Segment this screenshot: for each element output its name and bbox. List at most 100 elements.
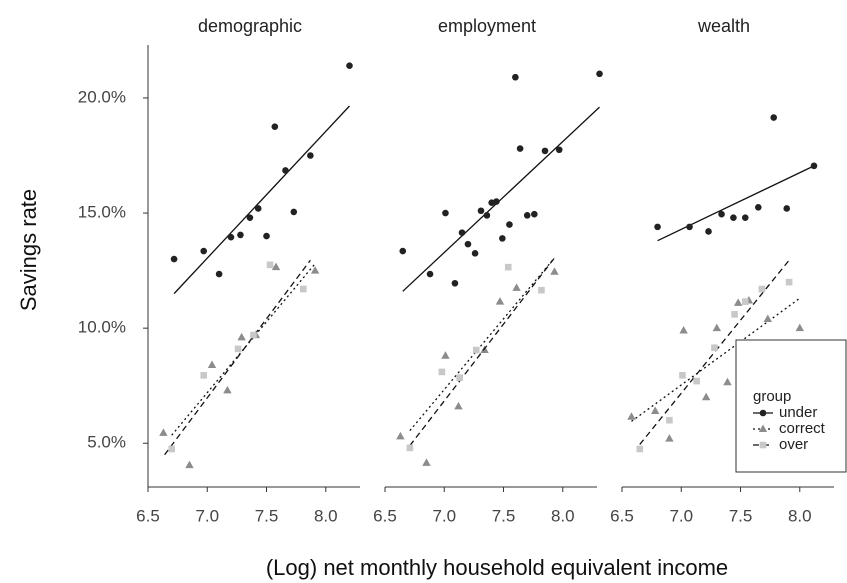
- point: [770, 114, 778, 121]
- x-tick-label: 8.0: [551, 506, 575, 525]
- x-tick-label: 7.5: [492, 506, 516, 525]
- point: [477, 207, 485, 215]
- point: [472, 346, 480, 354]
- point: [159, 428, 168, 436]
- y-tick-label: 10.0%: [78, 318, 126, 337]
- point: [627, 412, 636, 420]
- legend-label: correct: [779, 420, 826, 437]
- x-tick-label: 7.0: [195, 506, 219, 525]
- point: [723, 377, 732, 386]
- point: [456, 374, 463, 381]
- point: [483, 212, 491, 219]
- point: [679, 325, 688, 334]
- point: [665, 434, 674, 442]
- point: [785, 278, 793, 286]
- point: [679, 372, 686, 379]
- point: [758, 285, 766, 293]
- point: [730, 214, 737, 221]
- point: [810, 162, 818, 170]
- point: [346, 62, 353, 70]
- point: [263, 232, 270, 240]
- point: [207, 360, 217, 368]
- point: [237, 332, 246, 341]
- point: [650, 406, 660, 415]
- point: [223, 385, 232, 394]
- point: [307, 152, 314, 159]
- y-tick-label: 15.0%: [78, 203, 126, 222]
- x-tick-label: 8.0: [314, 506, 338, 525]
- point: [234, 345, 242, 353]
- legend-marker: [758, 424, 768, 432]
- point: [454, 401, 463, 410]
- fit-line: [164, 259, 311, 456]
- point: [636, 445, 644, 453]
- panel-title: employment: [438, 16, 536, 36]
- x-tick-label: 6.5: [373, 506, 397, 525]
- point: [441, 351, 450, 359]
- point: [733, 298, 743, 306]
- point: [550, 267, 559, 275]
- x-tick-label: 7.5: [729, 506, 753, 525]
- point: [168, 445, 176, 453]
- x-tick-label: 7.5: [255, 506, 279, 525]
- point: [731, 311, 738, 318]
- point: [458, 229, 466, 236]
- point: [299, 285, 307, 293]
- x-tick-label: 7.0: [669, 506, 693, 525]
- point: [396, 431, 405, 440]
- point: [200, 247, 208, 255]
- legend-title: group: [753, 388, 791, 405]
- point: [282, 167, 289, 174]
- point: [712, 323, 722, 332]
- point: [705, 228, 712, 235]
- point: [711, 344, 718, 352]
- point: [215, 270, 223, 278]
- fit-line: [173, 105, 350, 295]
- point: [512, 283, 521, 291]
- point: [795, 323, 804, 332]
- point: [523, 212, 531, 219]
- point: [170, 255, 178, 263]
- point: [271, 123, 279, 131]
- fit-line: [409, 257, 555, 432]
- point: [741, 214, 749, 221]
- point: [506, 221, 513, 228]
- point: [254, 205, 262, 212]
- point: [406, 444, 414, 452]
- x-tick-label: 6.5: [610, 506, 634, 525]
- point: [200, 372, 208, 379]
- point: [451, 279, 459, 287]
- fit-line: [402, 106, 600, 292]
- point: [266, 261, 274, 269]
- y-tick-label: 5.0%: [87, 433, 126, 452]
- point: [741, 298, 749, 305]
- point: [541, 147, 549, 155]
- legend-label: over: [779, 436, 808, 453]
- panel-title: wealth: [697, 16, 750, 36]
- point: [763, 314, 772, 322]
- point: [666, 416, 673, 424]
- legend-box: [735, 339, 847, 473]
- point: [499, 235, 506, 242]
- point: [438, 368, 446, 376]
- legend-marker: [759, 441, 767, 449]
- point: [504, 263, 512, 271]
- legend-marker: [759, 409, 767, 417]
- point: [493, 198, 500, 205]
- point: [471, 250, 479, 257]
- x-tick-label: 8.0: [788, 506, 812, 525]
- legend-label: under: [779, 404, 817, 421]
- point: [538, 286, 545, 294]
- point: [250, 331, 257, 339]
- point: [718, 210, 725, 218]
- y-axis-label: Savings rate: [16, 189, 41, 311]
- point: [783, 205, 791, 212]
- point: [246, 214, 254, 221]
- x-tick-label: 6.5: [136, 506, 160, 525]
- panel-title: demographic: [198, 16, 302, 36]
- point: [227, 233, 235, 241]
- point: [185, 460, 194, 469]
- point: [654, 223, 661, 231]
- point: [310, 266, 320, 274]
